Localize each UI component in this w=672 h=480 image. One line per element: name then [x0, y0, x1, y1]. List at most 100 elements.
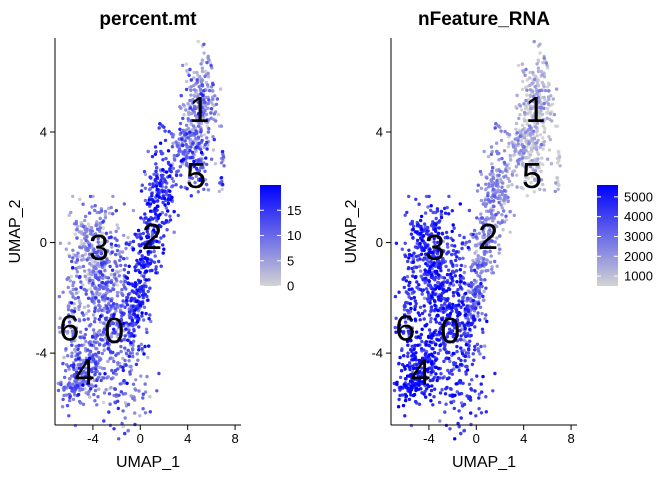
- data-point: [90, 205, 94, 209]
- data-point: [214, 119, 218, 123]
- data-point: [146, 201, 150, 205]
- data-point: [76, 392, 81, 397]
- data-point: [191, 101, 195, 105]
- data-point: [140, 254, 144, 258]
- x-tick-label: 0: [137, 431, 144, 446]
- data-point: [81, 264, 86, 269]
- data-point: [202, 89, 206, 93]
- data-point: [441, 376, 445, 380]
- data-point: [133, 281, 138, 285]
- data-point: [126, 270, 131, 275]
- data-point: [445, 280, 449, 284]
- data-point: [100, 308, 104, 313]
- data-point: [102, 376, 106, 380]
- data-point: [68, 279, 73, 283]
- data-point: [113, 306, 118, 311]
- data-point: [512, 213, 516, 218]
- data-point: [85, 358, 89, 362]
- data-point: [119, 317, 123, 321]
- data-point: [102, 391, 107, 395]
- data-point: [144, 327, 149, 331]
- data-point: [524, 168, 529, 172]
- data-point: [414, 254, 419, 259]
- data-point: [409, 296, 413, 301]
- data-point: [191, 124, 196, 128]
- data-point: [403, 241, 407, 245]
- data-point: [66, 304, 71, 309]
- data-point: [144, 278, 149, 282]
- data-point: [415, 265, 419, 269]
- data-point: [122, 233, 126, 238]
- data-point: [449, 400, 453, 404]
- data-point: [69, 325, 73, 329]
- data-point: [523, 73, 527, 78]
- data-point: [469, 265, 473, 269]
- data-point: [131, 247, 136, 251]
- data-point: [501, 228, 505, 232]
- data-point: [141, 396, 145, 400]
- data-point: [181, 116, 185, 121]
- data-point: [487, 182, 491, 186]
- data-point: [548, 137, 552, 142]
- data-point: [426, 290, 430, 294]
- data-point: [189, 122, 193, 126]
- data-point: [142, 305, 147, 309]
- colorbar-tick-label: 10: [287, 228, 301, 243]
- data-point: [78, 335, 82, 339]
- data-point: [117, 437, 121, 441]
- data-point: [396, 405, 401, 409]
- data-point: [105, 239, 109, 243]
- data-point: [452, 226, 456, 230]
- data-point: [174, 183, 178, 187]
- data-point: [122, 257, 126, 261]
- data-point: [109, 280, 113, 284]
- data-point: [206, 75, 211, 79]
- data-point: [539, 142, 544, 147]
- data-point: [189, 93, 193, 97]
- data-point: [397, 361, 401, 366]
- data-point: [161, 243, 165, 247]
- data-point: [90, 229, 95, 233]
- data-point: [429, 204, 433, 208]
- data-point: [491, 271, 496, 275]
- data-point: [155, 199, 160, 203]
- data-point: [92, 248, 96, 252]
- data-point: [191, 141, 195, 145]
- data-point: [198, 75, 202, 79]
- data-point: [163, 203, 167, 207]
- data-point: [196, 100, 201, 105]
- data-point: [521, 69, 525, 73]
- data-point: [549, 162, 554, 166]
- data-point: [496, 152, 500, 156]
- data-point: [192, 76, 196, 80]
- data-point: [136, 309, 141, 313]
- data-point: [62, 329, 67, 333]
- colorbar-tick-label: 3000: [624, 229, 653, 244]
- data-point: [406, 354, 410, 359]
- data-point: [491, 389, 495, 393]
- data-point: [197, 85, 201, 89]
- data-point: [524, 67, 528, 72]
- data-point: [106, 206, 111, 211]
- data-point: [67, 254, 72, 259]
- data-point: [80, 311, 85, 315]
- data-point: [129, 334, 134, 338]
- data-point: [139, 342, 144, 346]
- data-point: [473, 292, 477, 296]
- data-point: [114, 243, 118, 248]
- data-point: [71, 248, 75, 252]
- cluster-label: 2: [142, 216, 162, 257]
- data-point: [422, 392, 426, 396]
- data-point: [148, 222, 152, 226]
- data-point: [139, 287, 144, 291]
- y-tick-label: 4: [40, 124, 47, 139]
- data-point: [435, 269, 439, 274]
- data-point: [134, 299, 139, 304]
- data-point: [61, 323, 66, 327]
- data-point: [170, 145, 175, 149]
- data-point: [198, 178, 202, 182]
- data-point: [433, 317, 437, 321]
- data-point: [71, 382, 75, 386]
- data-point: [532, 137, 537, 141]
- data-point: [65, 403, 70, 408]
